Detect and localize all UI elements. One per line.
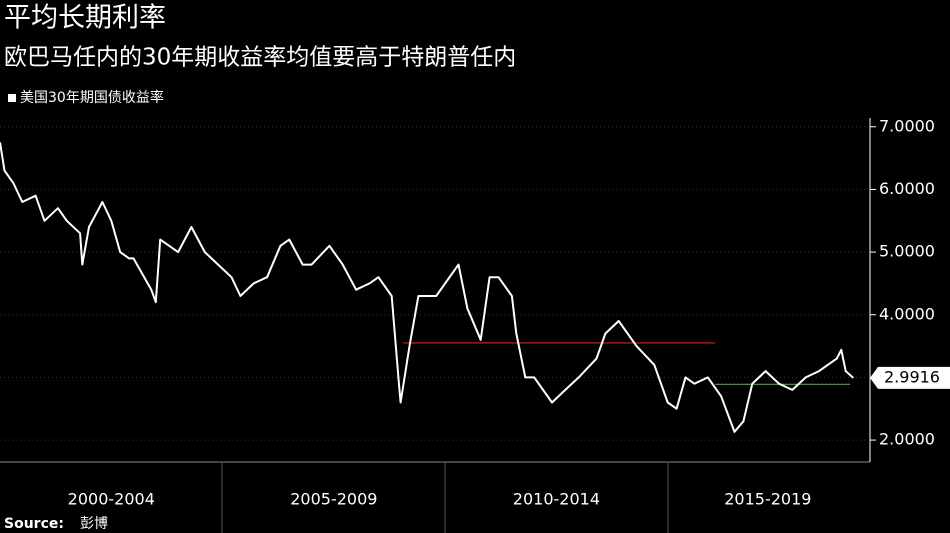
y-tick-label: 7.0000 <box>879 116 935 135</box>
last-value-label: 2.9916 <box>884 367 940 386</box>
line-series <box>0 142 854 433</box>
y-tick-label: 5.0000 <box>879 242 935 261</box>
x-tick-label: 2015-2019 <box>724 490 811 509</box>
x-tick-label: 2000-2004 <box>68 490 155 509</box>
x-tick-label: 2005-2009 <box>290 490 377 509</box>
legend-label: 美国30年期国债收益率 <box>20 89 164 106</box>
y-tick-label: 6.0000 <box>879 179 935 198</box>
chart-subtitle: 欧巴马任内的30年期收益率均值要高于特朗普任内 <box>4 45 516 71</box>
x-tick-label: 2010-2014 <box>513 490 600 509</box>
y-tick-label: 4.0000 <box>879 304 935 323</box>
legend-swatch <box>8 94 16 102</box>
source: 彭博 <box>80 515 108 532</box>
source-label: Source: <box>4 516 64 532</box>
chart-title: 平均长期利率 <box>4 3 166 34</box>
last-value-box <box>870 366 950 389</box>
y-tick-label: 2.0000 <box>879 430 935 449</box>
